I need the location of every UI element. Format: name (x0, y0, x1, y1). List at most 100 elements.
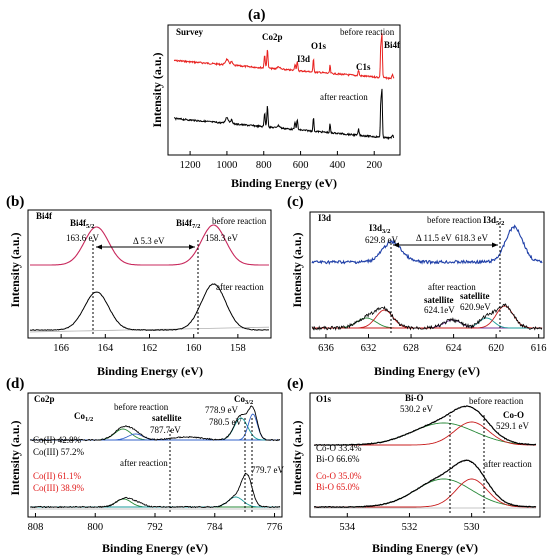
panel-c-sat2-value: 620.9eV (460, 302, 491, 312)
xtick-label-c-3: 624 (446, 343, 463, 354)
panel-e-coo-value: 529.1 eV (496, 421, 529, 431)
panel-a-letter: (a) (248, 7, 266, 23)
panel-c-peak1-label: I3d3/2 (369, 223, 390, 235)
xtick-label-b-0: 166 (53, 343, 69, 354)
panel-e-name: O1s (316, 394, 332, 404)
panel-c-xlabel: Binding Energy (eV) (374, 364, 480, 378)
xtick-label-a-1: 1000 (216, 160, 237, 171)
panel-a-xticks: 1200 1000 800 600 400 200 (180, 151, 382, 171)
panel-c-peak2-label: I3d5/2 (483, 215, 504, 227)
panel-d-ratio-after-1: Co(II) 61.1% (33, 471, 81, 481)
panel-e-ratio-after-1: Co-O 35.0% (316, 471, 362, 481)
panel-a-before-label: before reaction (340, 27, 395, 37)
panel-c-before-label: before reaction (427, 215, 482, 225)
xtick-label-e-0: 534 (339, 522, 356, 533)
panel-c-curve-before (311, 224, 543, 266)
panel-d-co32-label: Co3/2 (234, 394, 253, 406)
panel-c-delta-label: Δ 11.5 eV (416, 233, 452, 243)
xtick-label-b-1: 164 (97, 343, 114, 354)
panel-e-letter: (e) (287, 376, 304, 392)
panel-e-ratio-after-2: Bi-O 65.0% (316, 482, 360, 492)
panel-d-ratio-after-2: Co(III) 38.9% (33, 483, 84, 493)
panel-d-xlabel: Binding Energy (eV) (102, 541, 208, 555)
panel-e-curve-before (313, 405, 537, 446)
panel-d-ratio-before-2: Co(III) 57.2% (33, 447, 84, 457)
panel-e-bio-label: Bi-O (405, 393, 424, 403)
xtick-label-c-4: 620 (488, 343, 504, 354)
panel-d-val-7805: 780.5 eV (209, 417, 242, 427)
xtick-label-d-3: 784 (207, 522, 224, 533)
panel-c-fit-green (312, 317, 542, 329)
panel-a-curve-after (174, 88, 395, 141)
panel-a-peak-i3d: I3d (297, 54, 310, 64)
panel-d-name: Co2p (34, 394, 55, 404)
panel-b-curve-before (30, 224, 269, 266)
panel-c-sat1-value: 624.1eV (424, 305, 455, 315)
xtick-label-a-4: 400 (330, 160, 346, 171)
xtick-label-c-0: 636 (318, 343, 334, 354)
panel-c-sat1-label: satellite (424, 295, 454, 305)
panel-b-before-label: before reaction (212, 216, 267, 226)
panel-c-after-label: after reaction (428, 282, 476, 292)
panel-c-peak2-value: 618.3 eV (455, 233, 488, 243)
panel-b-curve-after (29, 283, 269, 331)
panel-a-xlabel: Binding Energy (eV) (231, 176, 337, 190)
panel-b-peak1-value: 163.6 eV (66, 233, 99, 243)
panel-d-curve-after (29, 472, 281, 509)
xtick-label-d-0: 808 (28, 522, 44, 533)
panel-a-peak-co2p: Co2p (262, 32, 283, 42)
panel-c-xticks: 636 632 628 624 620 616 (318, 334, 547, 354)
panel-b-peak2-label: Bi4f7/2 (176, 218, 200, 230)
panel-a-peak-c1s: C1s (356, 62, 371, 72)
panel-e-after-label: after reaction (484, 459, 532, 469)
panel-d-curve-before (29, 405, 281, 442)
xtick-label-a-0: 1200 (180, 160, 201, 171)
panel-d-sat-value: 787.7eV (150, 425, 181, 435)
panel-d-after-label: after reaction (120, 458, 168, 468)
xtick-label-c-5: 616 (531, 343, 547, 354)
panel-c-ylabel: Intensity (a.u.) (290, 232, 304, 307)
xtick-label-e-2: 530 (464, 522, 480, 533)
panel-c-arrowhead-right (492, 242, 498, 248)
xtick-label-d-4: 776 (267, 522, 283, 533)
xtick-label-a-5: 200 (366, 160, 382, 171)
panel-e-frame (309, 392, 541, 518)
panel-d-co12-label: Co1/2 (74, 411, 93, 423)
panel-d-letter: (d) (6, 376, 24, 392)
panel-b-peak1-label: Bi4f5/2 (70, 218, 94, 230)
panel-c-letter: (c) (287, 194, 304, 210)
panel-e-before-label: before reaction (469, 396, 524, 406)
xtick-label-b-2: 162 (142, 343, 158, 354)
panel-c-arrowhead-left (393, 242, 399, 248)
panel-b-peak2-value: 158.3 eV (205, 233, 238, 243)
panel-d-xticks: 808 800 792 784 776 (28, 513, 283, 533)
panel-e-bio-value: 530.2 eV (400, 404, 433, 414)
panel-a-after-label: after reaction (320, 92, 368, 102)
panel-c-sat2-label: satellite (460, 291, 490, 301)
panel-d-val-7797: 779.7 eV (251, 465, 284, 475)
panel-b-arrowhead-left (96, 244, 102, 250)
panel-d-fit-teal-2 (30, 496, 280, 508)
panel-e-curve-after (313, 459, 537, 509)
panel-b-after-label: after reaction (216, 282, 264, 292)
panel-b-ylabel: Intensity (a.u.) (8, 232, 22, 307)
xtick-label-a-2: 800 (256, 160, 272, 171)
xtick-label-a-3: 600 (293, 160, 309, 171)
panel-b-xlabel: Binding Energy (eV) (97, 364, 203, 378)
panel-a-survey-label: Survey (176, 27, 204, 37)
panel-d-val-7789: 778.9 eV (205, 405, 238, 415)
panel-d: (d) 808 800 792 784 776 Co2p before reaction… (6, 376, 284, 555)
panel-c: (c) 636 632 628 624 620 616 I3d before reacti… (287, 194, 547, 378)
panel-a-curve-before (173, 33, 395, 81)
panel-d-ratio-before-1: Co(II) 42.8% (33, 435, 81, 445)
panel-c-name: I3d (318, 213, 331, 223)
xtick-label-d-2: 792 (147, 522, 163, 533)
panel-b: (b) 166 164 162 160 158 Bi4f Bi4f5/2 163.6 e… (6, 194, 272, 378)
panel-b-letter: (b) (6, 194, 24, 210)
panel-a-peak-bi4f: Bi4f (384, 40, 401, 50)
panel-c-frame (309, 211, 545, 339)
panel-d-ylabel: Intensity (a.u.) (8, 420, 22, 495)
xtick-label-d-1: 800 (87, 522, 103, 533)
panel-a-ylabel: Intensity (a.u.) (150, 52, 164, 127)
